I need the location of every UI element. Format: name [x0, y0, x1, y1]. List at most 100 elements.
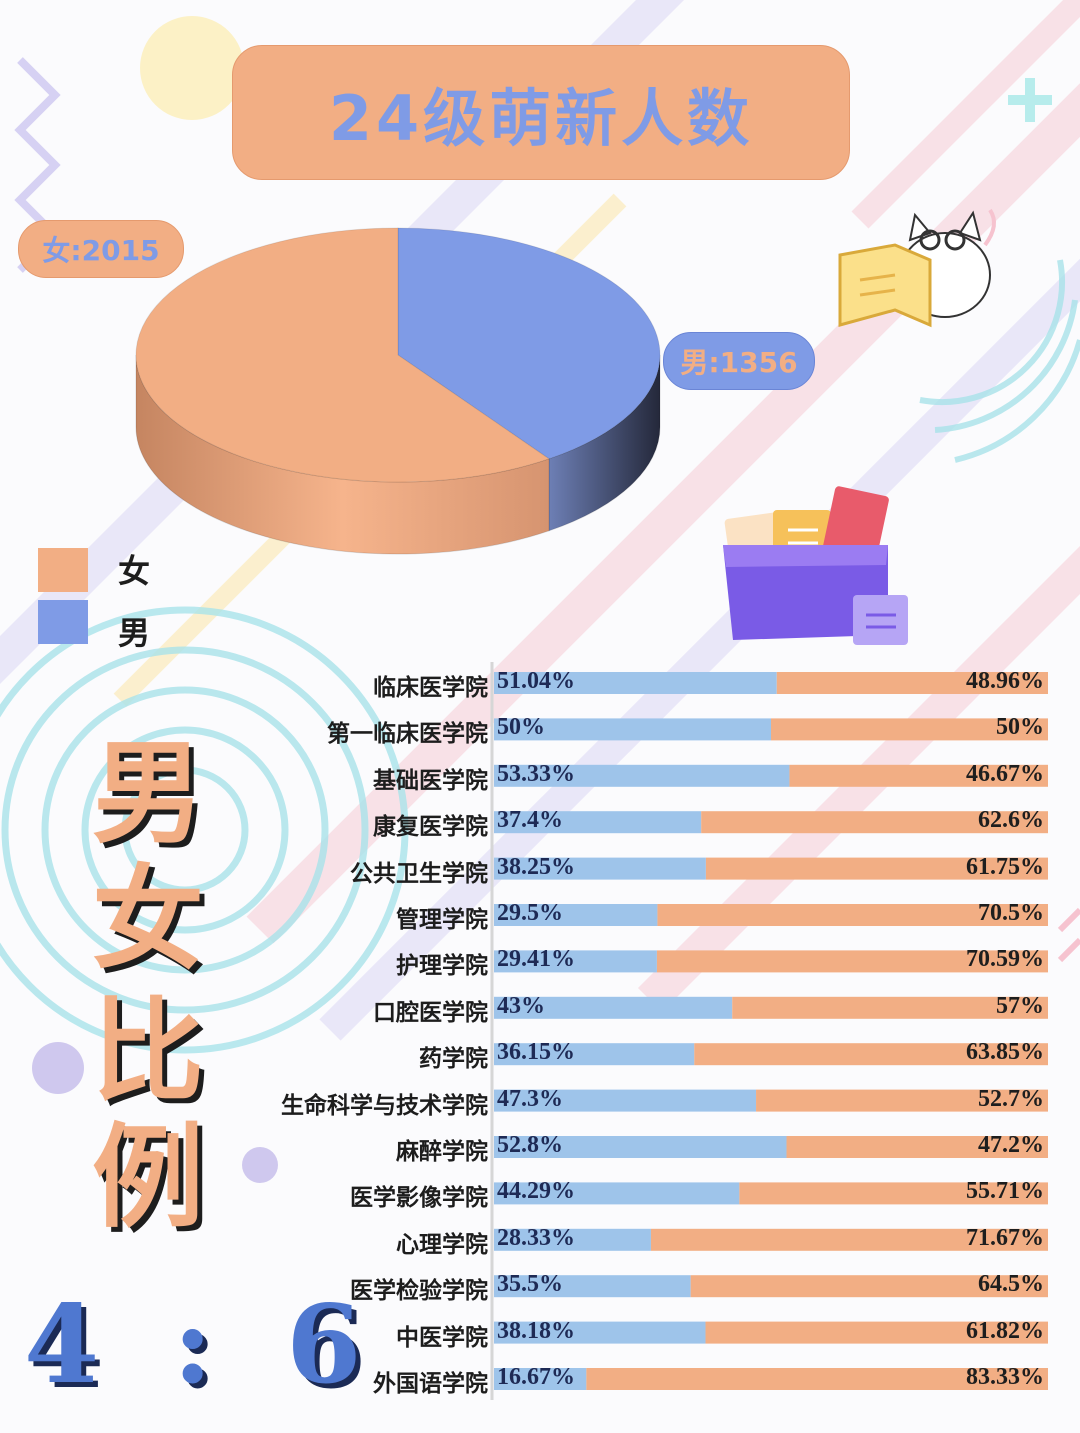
category-label: 外国语学院 [373, 1371, 488, 1397]
bar-female [690, 1275, 1048, 1298]
bar-male [494, 950, 657, 973]
female-count-callout: 女:2015 [18, 220, 184, 278]
category-label: 生命科学与技术学院 [281, 1092, 488, 1119]
category-label: 公共卫生学院 [350, 860, 488, 887]
legend-label-female: 女 [118, 552, 151, 590]
bar-male [494, 904, 658, 926]
bar-female [657, 904, 1048, 926]
bar-male [494, 1136, 787, 1158]
legend-label-male: 男 [118, 614, 151, 652]
male-percent-label: 44.29% [497, 1178, 575, 1205]
bar-female [701, 811, 1048, 834]
male-percent-label: 37.4% [497, 807, 563, 834]
female-percent-label: 62.6% [978, 807, 1044, 834]
male-percent-label: 29.41% [497, 946, 575, 973]
bar-male [494, 1089, 757, 1112]
category-label: 中医学院 [396, 1324, 488, 1351]
bar-female [656, 950, 1048, 973]
female-percent-label: 48.96% [966, 668, 1044, 694]
male-percent-label: 47.3% [497, 1085, 563, 1112]
bar-male [494, 857, 706, 880]
female-percent-label: 61.82% [966, 1317, 1044, 1344]
female-percent-label: 70.59% [966, 946, 1044, 973]
bar-male [494, 996, 733, 1019]
bar-female [756, 1089, 1048, 1112]
bar-female [732, 996, 1048, 1019]
female-percent-label: 46.67% [966, 760, 1044, 787]
category-label: 心理学院 [396, 1231, 488, 1258]
male-percent-label: 50% [497, 714, 545, 741]
category-label: 护理学院 [396, 953, 488, 980]
category-label: 第一临床医学院 [327, 721, 488, 748]
category-label: 管理学院 [396, 907, 488, 933]
male-count-callout: 男:1356 [663, 332, 815, 390]
male-percent-label: 53.33% [497, 760, 575, 787]
female-percent-label: 70.5% [978, 900, 1044, 926]
category-label: 医学检验学院 [350, 1278, 488, 1305]
bar-female [771, 718, 1048, 741]
category-label: 口腔医学院 [373, 999, 488, 1026]
male-percent-label: 35.5% [497, 1271, 563, 1298]
bar-female [705, 1321, 1048, 1344]
bar-female [739, 1182, 1048, 1205]
female-percent-label: 63.85% [966, 1039, 1044, 1066]
female-percent-label: 61.75% [966, 853, 1044, 880]
female-percent-label: 71.67% [966, 1224, 1044, 1251]
male-percent-label: 29.5% [497, 900, 563, 926]
female-percent-label: 83.33% [966, 1364, 1044, 1390]
bar-female [786, 1136, 1048, 1158]
bar-female [586, 1368, 1048, 1390]
bar-female [789, 764, 1048, 787]
male-percent-label: 38.18% [497, 1317, 575, 1344]
bar-female [776, 672, 1048, 694]
side-title-char-2: 女 [92, 855, 204, 985]
bar-male [494, 1321, 706, 1344]
female-percent-label: 64.5% [978, 1271, 1044, 1298]
bar-male [494, 1182, 740, 1205]
side-title-char-4: 例 [92, 1113, 204, 1243]
bar-male [494, 718, 771, 741]
female-percent-label: 57% [996, 992, 1044, 1019]
pie-chart [135, 227, 661, 555]
bar-male [494, 672, 777, 694]
male-percent-label: 28.33% [497, 1224, 575, 1251]
bar-male [494, 764, 790, 787]
side-title-char-1: 男 [92, 729, 204, 859]
male-percent-label: 52.8% [497, 1132, 563, 1158]
male-percent-label: 51.04% [497, 668, 575, 694]
side-title-char-3: 比 [92, 987, 204, 1117]
bar-female [705, 857, 1048, 880]
bar-female [694, 1043, 1048, 1066]
female-percent-label: 50% [996, 714, 1044, 741]
legend-swatch-male [38, 600, 88, 644]
pie-slice-female [135, 227, 551, 483]
ratio-text: 4 : 6 [24, 1282, 380, 1408]
category-label: 康复医学院 [373, 814, 488, 841]
pie-slice-male [397, 227, 661, 460]
female-percent-label: 55.71% [966, 1178, 1044, 1205]
category-label: 麻醉学院 [396, 1139, 488, 1165]
category-label: 医学影像学院 [350, 1185, 488, 1212]
male-percent-label: 43% [497, 992, 545, 1019]
female-percent-label: 52.7% [978, 1085, 1044, 1112]
bar-male [494, 1228, 651, 1251]
male-percent-label: 38.25% [497, 853, 575, 880]
male-percent-label: 36.15% [497, 1039, 575, 1066]
bar-male [494, 811, 702, 834]
page-title: 24级萌新人数 [328, 81, 754, 155]
cat-reading-icon [838, 208, 996, 328]
legend-swatch-female [38, 548, 88, 592]
category-label: 药学院 [419, 1046, 488, 1073]
bar-male [494, 1043, 695, 1066]
title-banner: 24级萌新人数 [232, 45, 850, 180]
folder-icon [723, 486, 908, 645]
female-percent-label: 47.2% [978, 1132, 1044, 1158]
male-percent-label: 16.67% [497, 1364, 575, 1390]
bar-male [494, 1275, 691, 1298]
category-label: 临床医学院 [373, 675, 488, 701]
bar-female [650, 1228, 1048, 1251]
bar-male [494, 1368, 587, 1390]
category-label: 基础医学院 [373, 767, 488, 794]
